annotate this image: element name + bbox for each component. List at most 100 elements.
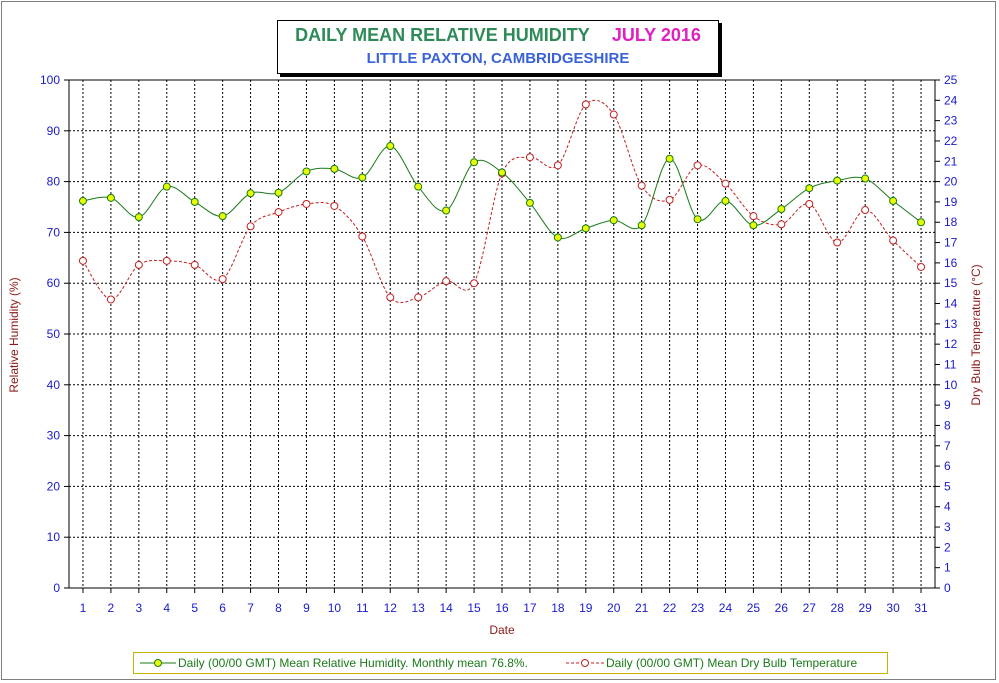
x-tick-label: 19 (579, 601, 593, 615)
y-axis-right-title: Dry Bulb Temperature (°C) (969, 264, 983, 406)
legend: Daily (00/00 GMT) Mean Relative Humidity… (133, 652, 888, 674)
y-left-tick-label: 40 (47, 378, 61, 392)
y-left-tick-label: 70 (47, 225, 61, 239)
x-tick-label: 3 (135, 601, 142, 615)
point-humidity (805, 184, 814, 193)
y-left-tick-label: 60 (47, 276, 61, 290)
point-humidity (218, 212, 227, 221)
x-tick-label: 15 (467, 601, 481, 615)
point-temperature (889, 236, 898, 245)
legend-label-temperature: Daily (00/00 GMT) Mean Dry Bulb Temperat… (606, 656, 858, 670)
y-right-tick-label: 19 (944, 195, 958, 209)
y-right-tick-label: 20 (944, 175, 958, 189)
point-humidity (302, 167, 311, 176)
point-temperature (330, 201, 339, 210)
point-temperature (134, 260, 143, 269)
y-right-tick-label: 12 (944, 337, 958, 351)
y-right-tick-label: 24 (944, 93, 958, 107)
point-humidity (693, 215, 702, 224)
x-tick-label: 18 (551, 601, 565, 615)
point-humidity (917, 218, 926, 227)
y-right-tick-label: 22 (944, 134, 958, 148)
y-axis-left-title: Relative Humidity (%) (7, 277, 21, 393)
legend-entry-temperature: Daily (00/00 GMT) Mean Dry Bulb Temperat… (564, 656, 857, 670)
point-humidity (721, 196, 730, 205)
point-humidity (609, 216, 618, 225)
point-temperature (358, 232, 367, 241)
point-temperature (442, 277, 451, 286)
point-humidity (106, 193, 115, 202)
y-right-tick-label: 0 (944, 581, 951, 595)
x-tick-label: 31 (914, 601, 928, 615)
x-tick-label: 13 (412, 601, 426, 615)
x-tick-label: 8 (275, 601, 282, 615)
y-right-tick-label: 23 (944, 114, 958, 128)
x-tick-label: 23 (691, 601, 705, 615)
y-right-tick-label: 4 (944, 500, 951, 514)
y-right-tick-label: 17 (944, 236, 958, 250)
x-tick-label: 7 (247, 601, 254, 615)
point-humidity (637, 221, 646, 230)
x-tick-label: 21 (635, 601, 649, 615)
point-humidity (833, 176, 842, 185)
point-temperature (218, 275, 227, 284)
point-humidity (134, 213, 143, 222)
y-right-tick-label: 13 (944, 317, 958, 331)
y-left-tick-label: 0 (53, 581, 60, 595)
y-right-tick-label: 5 (944, 479, 951, 493)
legend-label-humidity: Daily (00/00 GMT) Mean Relative Humidity… (178, 656, 528, 670)
x-tick-label: 9 (303, 601, 310, 615)
point-humidity (386, 142, 395, 151)
point-humidity (665, 154, 674, 163)
y-left-tick-label: 90 (47, 124, 61, 138)
legend-humidity-marker (140, 659, 176, 667)
point-temperature (609, 110, 618, 119)
x-tick-label: 5 (191, 601, 198, 615)
x-tick-label: 17 (523, 601, 537, 615)
point-temperature (525, 153, 534, 162)
y-right-tick-label: 15 (944, 276, 958, 290)
title-month: JULY 2016 (611, 25, 701, 45)
legend-temperature-marker (566, 659, 604, 667)
y-left-tick-label: 20 (47, 479, 61, 493)
x-tick-label: 4 (163, 601, 170, 615)
point-temperature (78, 256, 87, 265)
x-tick-label: 29 (858, 601, 872, 615)
point-humidity (162, 182, 171, 191)
point-temperature (553, 161, 562, 170)
point-temperature (106, 295, 115, 304)
point-humidity (777, 205, 786, 214)
point-temperature (917, 262, 926, 271)
title-box: DAILY MEAN RELATIVE HUMIDITY JULY 2016 LI… (277, 20, 719, 74)
point-humidity (358, 173, 367, 182)
point-temperature (581, 100, 590, 109)
x-tick-label: 24 (719, 601, 733, 615)
point-humidity (190, 197, 199, 206)
y-right-tick-label: 1 (944, 561, 951, 575)
x-tick-label: 10 (328, 601, 342, 615)
x-tick-label: 20 (607, 601, 621, 615)
x-tick-label: 26 (775, 601, 789, 615)
x-tick-label: 14 (439, 601, 453, 615)
y-left-tick-label: 50 (47, 327, 61, 341)
point-humidity (470, 158, 479, 167)
point-temperature (749, 212, 758, 221)
chart-subtitle: LITTLE PAXTON, CAMBRIDGESHIRE (366, 50, 630, 67)
point-humidity (330, 164, 339, 173)
x-tick-label: 11 (356, 601, 369, 615)
y-right-tick-label: 6 (944, 459, 951, 473)
point-temperature (665, 195, 674, 204)
x-tick-label: 27 (803, 601, 817, 615)
y-right-tick-label: 2 (944, 540, 951, 554)
point-humidity (861, 174, 870, 183)
point-temperature (721, 179, 730, 188)
x-tick-label: 6 (219, 601, 226, 615)
title-main: DAILY MEAN RELATIVE HUMIDITY (295, 25, 590, 45)
point-humidity (525, 198, 534, 207)
y-right-tick-label: 11 (944, 357, 957, 371)
point-humidity (749, 221, 758, 230)
point-temperature (805, 199, 814, 208)
point-temperature (246, 222, 255, 231)
y-left-tick-label: 30 (47, 429, 61, 443)
